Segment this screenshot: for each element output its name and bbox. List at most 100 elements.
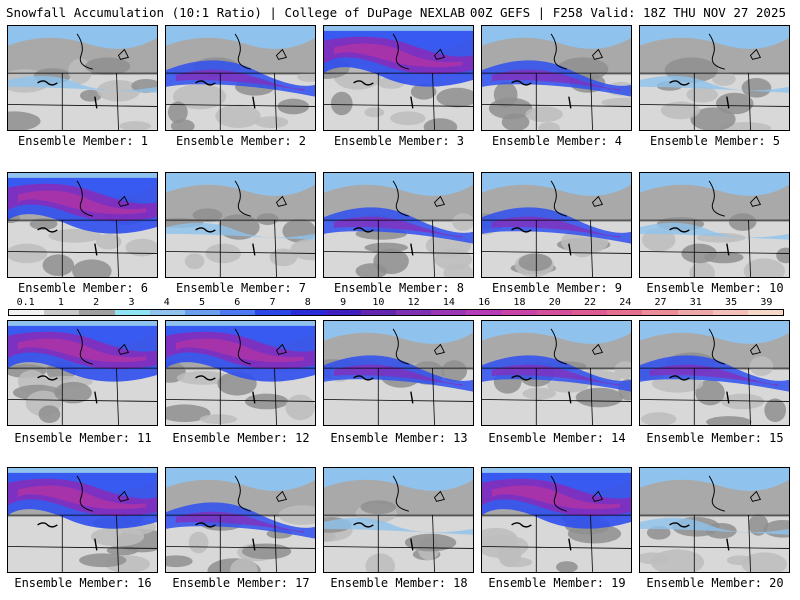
ensemble-member-panel <box>481 172 632 278</box>
ensemble-member-label: Ensemble Member: 5 <box>649 134 781 148</box>
ensemble-member-label: Ensemble Member: 9 <box>491 281 623 295</box>
color-scale-swatch <box>184 310 221 315</box>
color-scale-swatch <box>255 310 291 315</box>
ensemble-member-panel <box>481 467 632 573</box>
snowfall-map <box>640 468 789 572</box>
color-scale-swatch <box>9 310 45 315</box>
color-scale-tick-label: 4 <box>163 297 170 308</box>
color-scale-swatch <box>325 310 361 315</box>
snowfall-map <box>166 468 315 572</box>
color-scale-swatch <box>79 310 115 315</box>
color-scale-swatch <box>642 310 678 315</box>
ensemble-member-label: Ensemble Member: 12 <box>172 431 310 445</box>
map-title: Snowfall Accumulation (10:1 Ratio) | Col… <box>6 5 466 20</box>
snowfall-map <box>8 321 157 425</box>
color-scale-swatch <box>607 310 643 315</box>
snowfall-map <box>640 26 789 130</box>
color-scale-tick-label: 10 <box>372 297 385 308</box>
color-scale-swatch <box>712 310 748 315</box>
ensemble-member-panel <box>165 25 316 131</box>
color-scale-swatch <box>677 310 713 315</box>
snowfall-map <box>640 321 789 425</box>
snowfall-map <box>166 173 315 277</box>
color-scale-tick-label: 1 <box>57 297 64 308</box>
ensemble-member-panel <box>7 467 158 573</box>
color-scale-tick-label: 7 <box>269 297 276 308</box>
snowfall-map <box>324 26 473 130</box>
ensemble-member-label: Ensemble Member: 7 <box>175 281 307 295</box>
snowfall-map <box>166 26 315 130</box>
color-scale-tick-label: 22 <box>583 297 597 308</box>
ensemble-member-panel <box>639 25 790 131</box>
snowfall-map <box>8 468 157 572</box>
color-scale-legend: 0.1 1 2 3 4 5 6 7 8 9 10 12 14 16 18 20 22 24 27 31 35 39 <box>8 297 784 317</box>
ensemble-member-panel <box>323 467 474 573</box>
color-scale-tick-label: 5 <box>198 297 206 308</box>
ensemble-member-label: Ensemble Member: 11 <box>14 431 152 445</box>
color-scale-tick-label: 20 <box>548 297 561 308</box>
color-scale-tick-label: 8 <box>304 297 311 308</box>
color-scale-tick-label: 39 <box>760 297 773 308</box>
color-scale-tick-label: 16 <box>478 297 491 308</box>
color-scale-swatch <box>536 310 572 315</box>
ensemble-member-label: Ensemble Member: 1 <box>17 134 149 148</box>
ensemble-member-label: Ensemble Member: 17 <box>172 576 310 590</box>
color-scale-labels: 0.1 1 2 3 4 5 6 7 8 9 10 12 14 16 18 20 22 24 27 31 35 39 <box>8 297 784 308</box>
ensemble-member-label: Ensemble Member: 8 <box>333 281 465 295</box>
ensemble-member-panel <box>639 172 790 278</box>
color-scale-tick-label: 9 <box>340 297 347 308</box>
ensemble-member-label: Ensemble Member: 4 <box>491 134 623 148</box>
ensemble-member-label: Ensemble Member: 19 <box>488 576 626 590</box>
color-scale-swatch <box>466 310 502 315</box>
ensemble-member-label: Ensemble Member: 15 <box>646 431 784 445</box>
color-scale-swatch <box>396 310 432 315</box>
ensemble-member-label: Ensemble Member: 3 <box>333 134 465 148</box>
ensemble-member-label: Ensemble Member: 6 <box>17 281 149 295</box>
ensemble-member-panel <box>7 172 158 278</box>
snowfall-map <box>640 173 789 277</box>
color-scale-tick-label: 27 <box>654 297 667 308</box>
color-scale-tick-label: 31 <box>689 297 702 308</box>
snowfall-map <box>8 26 157 130</box>
snowfall-map <box>482 26 631 130</box>
ensemble-member-panel <box>323 320 474 426</box>
ensemble-member-panel <box>165 467 316 573</box>
snowfall-map <box>482 468 631 572</box>
ensemble-member-label: Ensemble Member: 10 <box>646 281 784 295</box>
ensemble-member-label: Ensemble Member: 13 <box>330 431 468 445</box>
ensemble-member-panel <box>7 25 158 131</box>
color-scale-tick-label: 3 <box>128 297 135 308</box>
snowfall-map <box>482 173 631 277</box>
ensemble-member-label: Ensemble Member: 20 <box>646 576 784 590</box>
color-scale-swatch <box>44 310 80 315</box>
snowfall-map <box>324 468 473 572</box>
color-scale-tick-label: 12 <box>407 297 420 308</box>
color-scale-swatch <box>149 310 185 315</box>
color-scale-bar <box>8 309 784 316</box>
color-scale-swatch <box>290 310 326 315</box>
run-valid-time: 00Z GEFS | F258 Valid: 18Z THU NOV 27 20… <box>469 5 786 20</box>
ensemble-member-label: Ensemble Member: 14 <box>488 431 626 445</box>
color-scale-swatch <box>431 310 467 315</box>
color-scale-tick-label: 35 <box>725 297 738 308</box>
color-scale-tick-label: 2 <box>93 297 100 308</box>
color-scale-swatch <box>572 310 608 315</box>
snowfall-map <box>482 321 631 425</box>
color-scale-tick-label: 0.1 <box>16 297 35 308</box>
ensemble-member-panel <box>639 320 790 426</box>
ensemble-member-panel <box>481 25 632 131</box>
ensemble-member-panel <box>165 172 316 278</box>
ensemble-member-panel <box>639 467 790 573</box>
color-scale-tick-label: 6 <box>234 297 241 308</box>
ensemble-member-label: Ensemble Member: 16 <box>14 576 152 590</box>
ensemble-member-label: Ensemble Member: 18 <box>330 576 468 590</box>
snowfall-map <box>324 321 473 425</box>
snowfall-map <box>8 173 157 277</box>
ensemble-member-label: Ensemble Member: 2 <box>175 134 307 148</box>
snowfall-map <box>324 173 473 277</box>
ensemble-member-panel <box>7 320 158 426</box>
color-scale-tick-label: 24 <box>619 297 632 308</box>
color-scale-swatch <box>747 310 784 315</box>
ensemble-member-panel <box>165 320 316 426</box>
color-scale-tick-label: 14 <box>442 297 455 308</box>
